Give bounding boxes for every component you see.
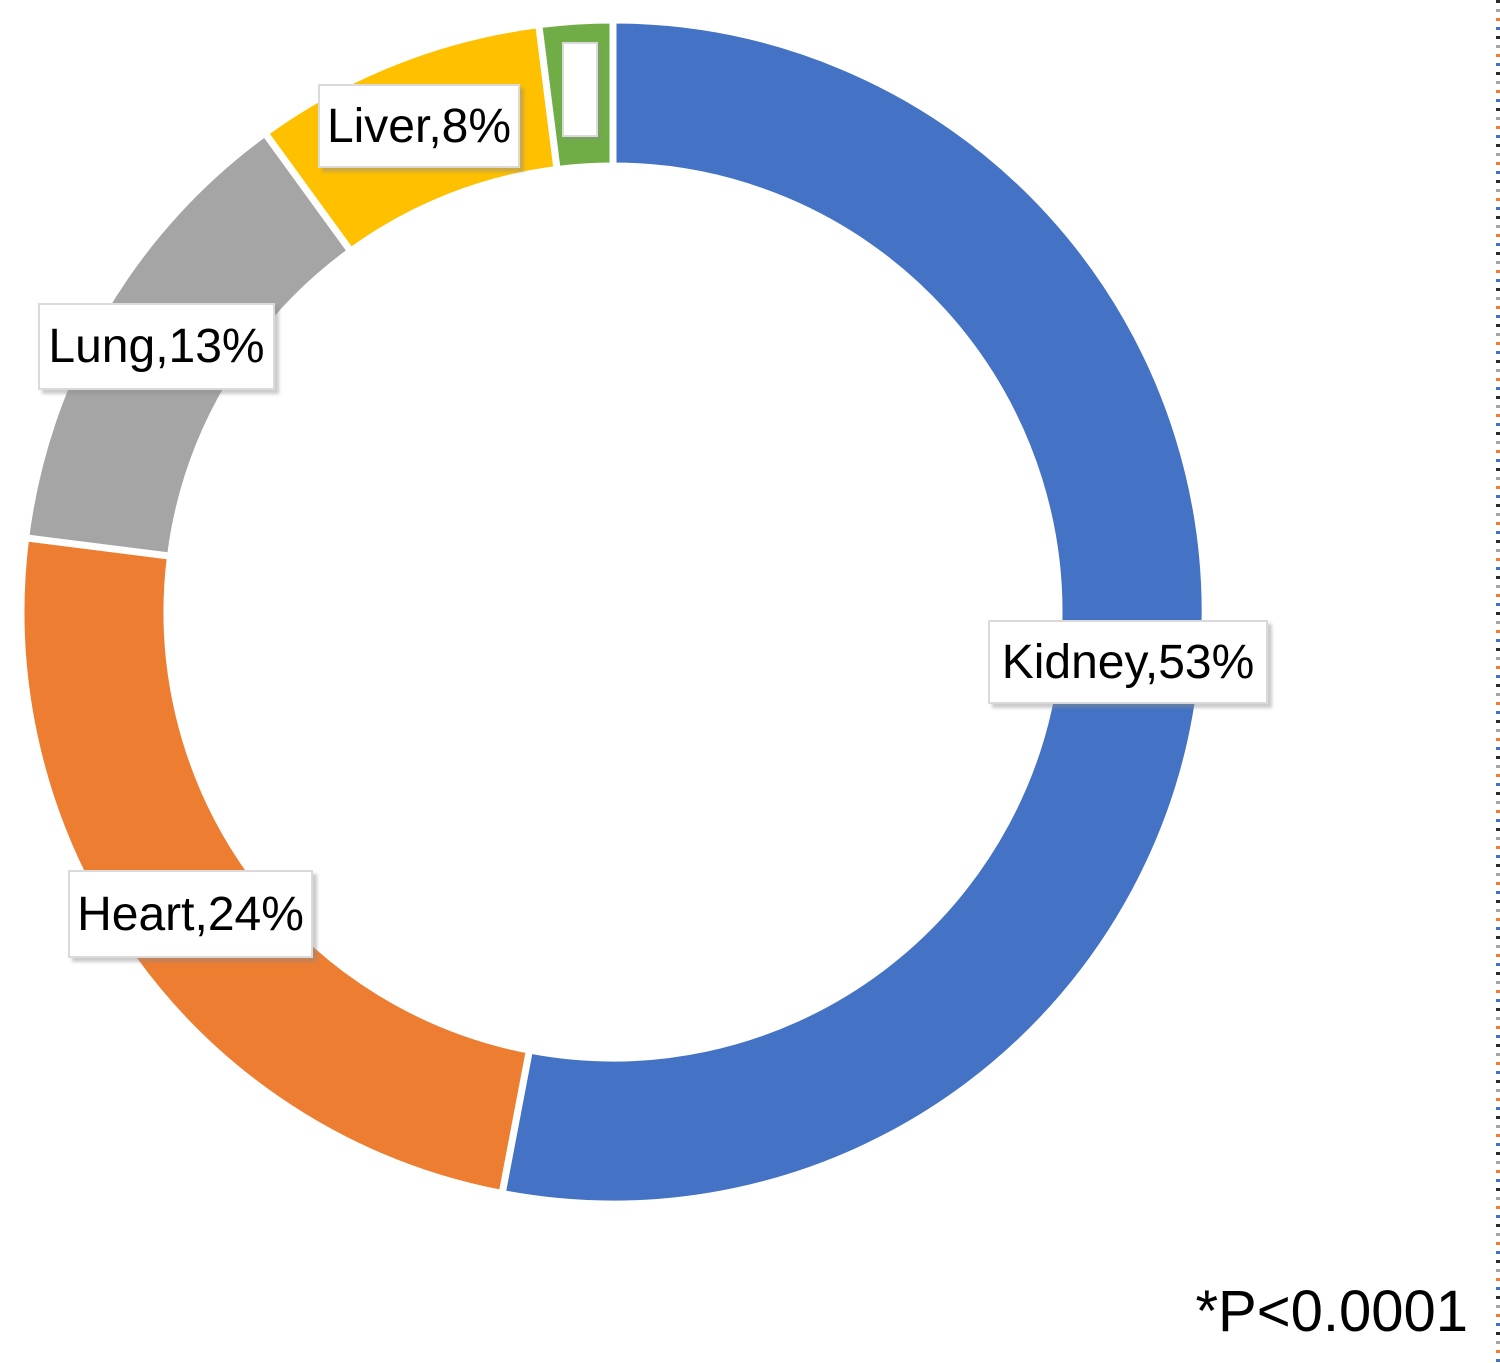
p-value-annotation[interactable]: *P<0.0001 [1195, 1279, 1468, 1344]
donut-slice-heart[interactable] [17, 534, 533, 1197]
data-label-liver[interactable]: Liver,8% [318, 84, 520, 168]
donut-slice-kidney[interactable] [498, 16, 1209, 1208]
data-label-lung[interactable]: Lung,13% [38, 303, 275, 390]
data-label-unlabeled-slice[interactable] [562, 42, 598, 137]
dashed-selection-border [1496, 0, 1500, 1363]
data-label-kidney[interactable]: Kidney,53% [988, 620, 1268, 704]
data-label-heart[interactable]: Heart,24% [68, 870, 313, 958]
